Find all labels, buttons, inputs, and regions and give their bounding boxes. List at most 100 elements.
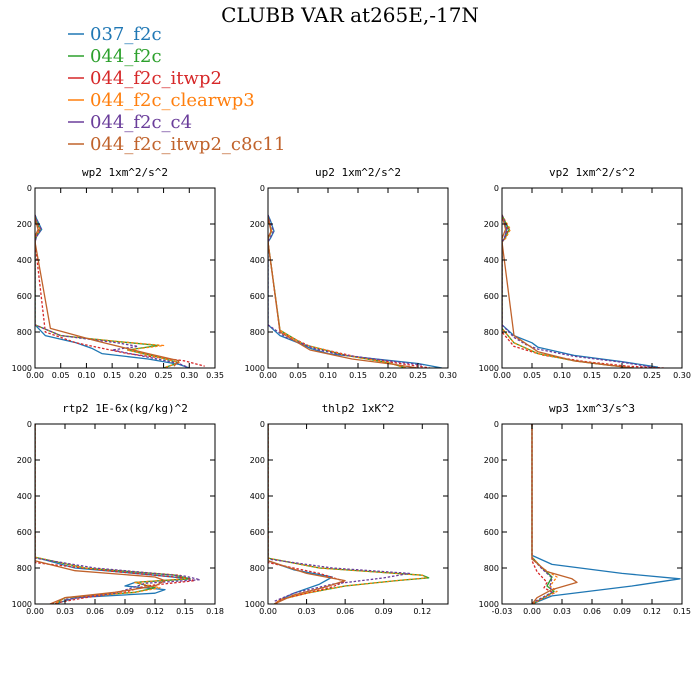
series-line [531, 424, 555, 604]
x-tick-label: 0.10 [319, 371, 337, 380]
x-tick-label: 0.10 [78, 371, 96, 380]
panel-title: rtp2 1E-6x(kg/kg)^2 [62, 402, 188, 415]
series-line [268, 216, 431, 368]
legend-label: 044_f2c_itwp2_c8c11 [90, 134, 285, 155]
plot-frame [34, 187, 216, 369]
x-tick-label: 0.30 [439, 371, 457, 380]
y-tick-label: 400 [484, 256, 499, 265]
series-line [531, 424, 578, 604]
x-tick-label: 0.03 [553, 607, 571, 616]
x-tick-label: 0.25 [643, 371, 661, 380]
series-line [268, 214, 443, 368]
x-tick-label: 0.20 [379, 371, 397, 380]
x-tick-label: 0.09 [375, 607, 393, 616]
chart-panel: wp3 1xm^3/s^3 0 200 400 600 800 1000-0.03 0.00 0… [479, 402, 691, 616]
y-tick-label: 200 [17, 456, 32, 465]
y-tick-label: 1000 [479, 600, 499, 609]
x-tick-label: 0.20 [129, 371, 147, 380]
panel-title: vp2 1xm^2/s^2 [549, 166, 635, 179]
series-line [35, 216, 205, 367]
x-tick-label: 0.05 [523, 371, 541, 380]
y-tick-label: 600 [250, 528, 265, 537]
y-tick-label: 400 [17, 492, 32, 501]
y-tick-label: 0 [27, 184, 32, 193]
series-line [35, 424, 201, 601]
panel-title: wp2 1xm^2/s^2 [82, 166, 168, 179]
y-tick-label: 1000 [12, 364, 32, 373]
y-tick-label: 200 [250, 220, 265, 229]
series-line [268, 424, 346, 604]
y-tick-label: 1000 [479, 364, 499, 373]
y-tick-label: 600 [250, 292, 265, 301]
series-line [531, 424, 558, 604]
y-tick-label: 600 [484, 292, 499, 301]
y-tick-label: 200 [250, 456, 265, 465]
y-tick-label: 1000 [245, 364, 265, 373]
y-tick-label: 800 [17, 328, 32, 337]
x-tick-label: 0.05 [52, 371, 70, 380]
x-tick-label: 0.00 [523, 607, 541, 616]
y-tick-label: 600 [17, 528, 32, 537]
series-line [35, 424, 166, 604]
y-tick-label: 600 [17, 292, 32, 301]
legend-label: 037_f2c [90, 24, 162, 45]
x-tick-label: -0.03 [492, 607, 513, 616]
x-tick-label: 0.12 [643, 607, 661, 616]
series-line [502, 214, 635, 368]
x-tick-label: 0.05 [289, 371, 307, 380]
x-tick-label: 0.25 [409, 371, 427, 380]
x-tick-label: 0.30 [180, 371, 198, 380]
x-tick-label: 0.06 [336, 607, 354, 616]
series-line [268, 216, 407, 368]
y-tick-label: 400 [250, 256, 265, 265]
y-tick-label: 800 [484, 328, 499, 337]
x-tick-label: 0.30 [673, 371, 691, 380]
x-tick-label: 0.35 [206, 371, 224, 380]
y-tick-label: 200 [484, 220, 499, 229]
x-tick-label: 0.00 [26, 607, 44, 616]
x-tick-label: 0.00 [26, 371, 44, 380]
x-tick-label: 0.03 [56, 607, 74, 616]
series-line [35, 424, 186, 604]
x-tick-label: 0.00 [259, 371, 277, 380]
series-line [35, 214, 190, 368]
y-tick-label: 400 [17, 256, 32, 265]
panel-title: thlp2 1xK^2 [322, 402, 395, 415]
legend-label: 044_f2c [90, 46, 162, 67]
series-line [268, 216, 407, 368]
x-tick-label: 0.15 [583, 371, 601, 380]
y-tick-label: 400 [250, 492, 265, 501]
series-line [35, 214, 190, 368]
panel-title: up2 1xm^2/s^2 [315, 166, 401, 179]
series-line [268, 424, 346, 604]
y-tick-label: 0 [260, 184, 265, 193]
x-tick-label: 0.09 [116, 607, 134, 616]
x-tick-label: 0.25 [155, 371, 173, 380]
y-tick-label: 800 [484, 564, 499, 573]
x-tick-label: 0.15 [349, 371, 367, 380]
x-tick-label: 0.09 [613, 607, 631, 616]
series-line [35, 424, 196, 604]
x-tick-label: 0.03 [298, 607, 316, 616]
x-tick-label: 0.06 [583, 607, 601, 616]
x-tick-label: 0.06 [86, 607, 104, 616]
series-line [35, 216, 180, 367]
y-tick-label: 0 [27, 420, 32, 429]
series-line [268, 424, 430, 604]
y-tick-label: 1000 [12, 600, 32, 609]
y-tick-label: 0 [260, 420, 265, 429]
plot-frame [267, 423, 449, 605]
y-tick-label: 800 [250, 564, 265, 573]
x-tick-label: 0.15 [673, 607, 691, 616]
x-tick-label: 0.12 [146, 607, 164, 616]
y-tick-label: 200 [17, 220, 32, 229]
panel-title: wp3 1xm^3/s^3 [549, 402, 635, 415]
y-tick-label: 600 [484, 528, 499, 537]
series-line [502, 214, 653, 368]
x-tick-label: 0.10 [553, 371, 571, 380]
